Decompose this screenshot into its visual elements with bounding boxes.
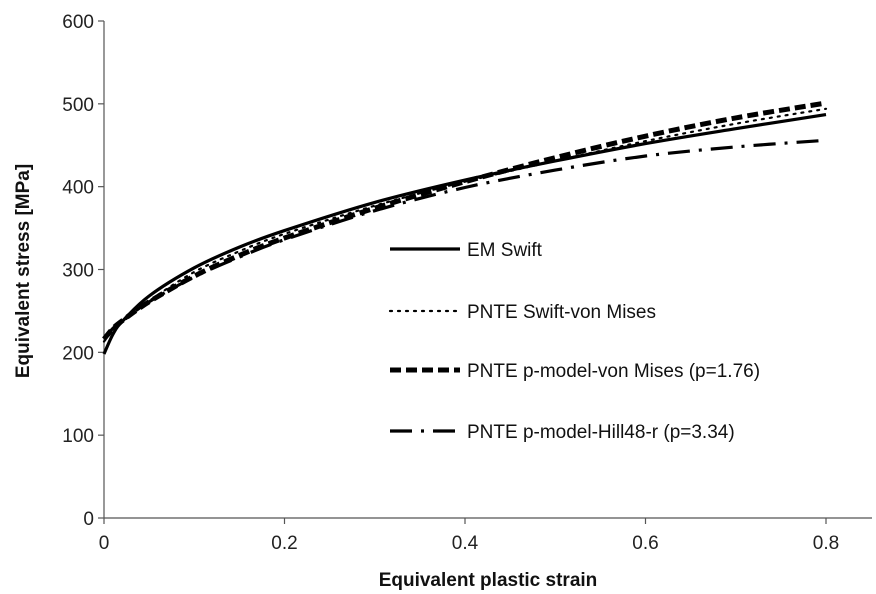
legend-label-1: EM Swift xyxy=(467,240,543,261)
y-tick-label: 200 xyxy=(62,343,94,364)
x-axis-title: Equivalent plastic strain xyxy=(379,570,598,591)
x-tick-label: 0.2 xyxy=(271,533,297,554)
legend: EM Swift PNTE Swift-von Mises PNTE p-model… xyxy=(388,240,760,443)
y-tick-label: 600 xyxy=(62,12,94,33)
y-axis-title: Equivalent stress [MPa] xyxy=(13,164,34,378)
y-tick-label: 300 xyxy=(62,261,94,282)
series-line-2 xyxy=(102,107,828,343)
legend-label-4: PNTE p-model-Hill48-r (p=3.34) xyxy=(467,422,735,443)
series-layer xyxy=(102,100,828,355)
series-line-3 xyxy=(102,100,827,341)
x-tick-label: 0.6 xyxy=(632,533,658,554)
y-tick-label: 500 xyxy=(62,95,94,116)
series-line-4 xyxy=(102,138,827,341)
legend-label-3: PNTE p-model-von Mises (p=1.76) xyxy=(467,361,760,382)
y-tick-label: 400 xyxy=(62,178,94,199)
axes: 0 100 200 300 400 500 600 0 0.2 0.4 0.6 0.8 xyxy=(62,12,872,554)
legend-label-2: PNTE Swift-von Mises xyxy=(467,302,656,323)
x-tick-label: 0.8 xyxy=(813,533,839,554)
series-line-1 xyxy=(102,113,827,355)
x-tick-label: 0.4 xyxy=(452,533,479,554)
x-tick-label: 0 xyxy=(99,533,110,554)
y-tick-label: 0 xyxy=(83,509,94,530)
y-tick-label: 100 xyxy=(62,426,94,447)
